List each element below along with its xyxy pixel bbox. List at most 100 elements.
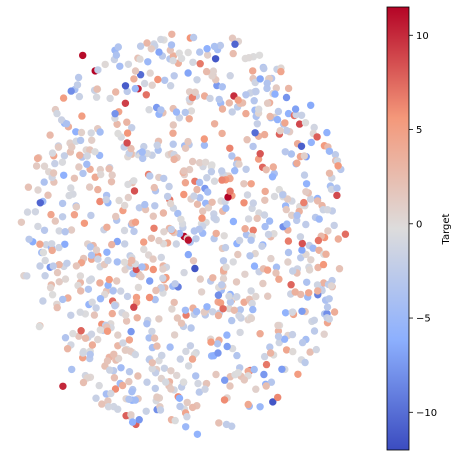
scatter-point	[182, 423, 190, 431]
scatter-point	[301, 358, 309, 367]
scatter-point	[122, 311, 130, 319]
scatter-point	[124, 193, 132, 202]
scatter-point	[289, 267, 297, 275]
scatter-point	[41, 272, 49, 280]
scatter-point	[307, 138, 315, 147]
scatter-point	[131, 396, 139, 404]
scatter-point	[86, 350, 94, 359]
scatter-point	[274, 107, 283, 116]
scatter-point	[262, 360, 271, 369]
scatter-point	[85, 183, 94, 191]
scatter-point	[67, 87, 75, 95]
scatter-point	[127, 144, 135, 153]
scatter-point	[92, 304, 100, 312]
scatter-point	[270, 230, 278, 238]
scatter-point	[150, 224, 158, 232]
scatter-point	[190, 227, 198, 235]
scatter-point	[24, 183, 33, 191]
scatter-point	[68, 143, 76, 151]
scatter-point	[281, 148, 289, 156]
scatter-point	[228, 108, 236, 116]
scatter-point	[123, 118, 131, 126]
scatter-point	[157, 253, 165, 262]
scatter-point	[181, 108, 189, 117]
scatter-point	[96, 326, 105, 334]
scatter-point	[145, 293, 154, 302]
scatter-point	[130, 303, 138, 311]
scatter-point	[212, 229, 220, 238]
scatter-point	[224, 193, 232, 201]
scatter-point	[148, 327, 156, 336]
scatter-point	[87, 251, 96, 259]
scatter-point	[58, 158, 67, 166]
scatter-point	[104, 281, 112, 289]
scatter-point	[108, 171, 116, 179]
scatter-point	[119, 339, 127, 347]
scatter-point	[112, 51, 121, 59]
scatter-point	[273, 115, 282, 124]
scatter-point	[184, 48, 192, 57]
scatter-point	[58, 213, 67, 221]
scatter-point	[78, 112, 86, 120]
scatter-point	[92, 246, 101, 254]
scatter-point	[210, 214, 218, 222]
scatter-point	[242, 91, 250, 99]
scatter-point	[123, 129, 132, 137]
scatter-point	[322, 250, 330, 258]
scatter-point	[210, 177, 219, 185]
scatter-point	[314, 287, 322, 295]
scatter-point	[192, 372, 200, 380]
scatter-point	[324, 227, 332, 235]
scatter-point	[88, 136, 96, 144]
scatter-point	[120, 226, 129, 235]
scatter-point	[76, 308, 84, 316]
scatter-point	[333, 191, 341, 200]
scatter-point	[193, 76, 201, 84]
scatter-point	[165, 182, 173, 191]
scatter-point	[185, 88, 194, 96]
scatter-point	[266, 349, 275, 357]
scatter-point	[284, 109, 293, 118]
scatter-point	[138, 263, 146, 271]
scatter-point	[59, 382, 67, 390]
scatter-point	[94, 335, 102, 344]
scatter-point	[104, 397, 112, 405]
scatter-point	[196, 48, 204, 56]
scatter-point	[159, 209, 168, 217]
scatter-point	[203, 174, 211, 182]
scatter-point	[221, 243, 230, 252]
scatter-point	[65, 191, 73, 200]
scatter-point	[79, 169, 87, 178]
scatter-point	[69, 329, 77, 338]
scatter-point	[94, 66, 102, 74]
scatter-point	[288, 211, 296, 219]
scatter-point	[249, 67, 257, 75]
scatter-point	[61, 240, 69, 248]
scatter-point	[250, 365, 258, 374]
scatter-point	[190, 192, 198, 200]
scatter-point	[55, 278, 63, 286]
scatter-point	[223, 331, 231, 339]
scatter-point	[279, 191, 287, 199]
scatter-point	[55, 227, 63, 235]
scatter-point	[334, 162, 342, 170]
scatter-point	[172, 108, 181, 116]
scatter-point	[196, 275, 204, 283]
scatter-point	[102, 196, 110, 204]
scatter-point	[233, 351, 241, 360]
scatter-point	[251, 129, 259, 137]
scatter-point	[136, 71, 145, 79]
scatter-point	[215, 419, 223, 427]
scatter-point	[201, 385, 209, 393]
scatter-point	[264, 230, 273, 239]
scatter-point	[185, 115, 193, 123]
scatter-point	[188, 157, 197, 166]
scatter-point	[88, 298, 96, 306]
scatter-point	[220, 396, 229, 404]
colorbar-tick-label: 10	[416, 31, 429, 42]
scatter-point	[121, 201, 129, 210]
scatter-point	[283, 195, 292, 203]
scatter-point	[80, 219, 89, 227]
scatter-point	[235, 312, 243, 320]
scatter-point	[218, 176, 226, 184]
